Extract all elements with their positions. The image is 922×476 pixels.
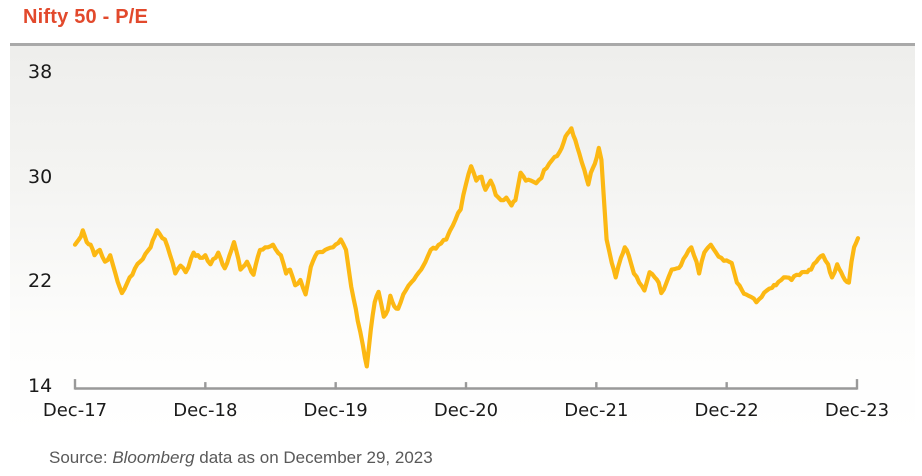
y-tick-label: 38 — [28, 61, 53, 83]
chart-title: Nifty 50 - P/E — [23, 6, 149, 28]
y-tick-label: 14 — [28, 375, 53, 397]
x-tick-label: Dec-20 — [433, 400, 499, 421]
x-tick-label: Dec-17 — [42, 400, 108, 421]
x-tick-label: Dec-22 — [694, 400, 759, 421]
source-note: Source: Bloomberg data as on December 29… — [49, 448, 433, 468]
pe-series-line — [72, 126, 861, 369]
y-tick-label: 30 — [28, 165, 53, 188]
x-tick-label: Dec-21 — [564, 400, 629, 421]
y-tick-label: 22 — [28, 270, 53, 293]
x-tick-label: Dec-19 — [303, 400, 368, 421]
source-suffix: data as on December 29, 2023 — [194, 448, 433, 467]
x-tick-label: Dec-18 — [173, 400, 238, 421]
source-name: Bloomberg — [112, 448, 195, 467]
x-tick-label: Dec-23 — [824, 400, 890, 421]
source-prefix: Source: — [49, 448, 113, 467]
